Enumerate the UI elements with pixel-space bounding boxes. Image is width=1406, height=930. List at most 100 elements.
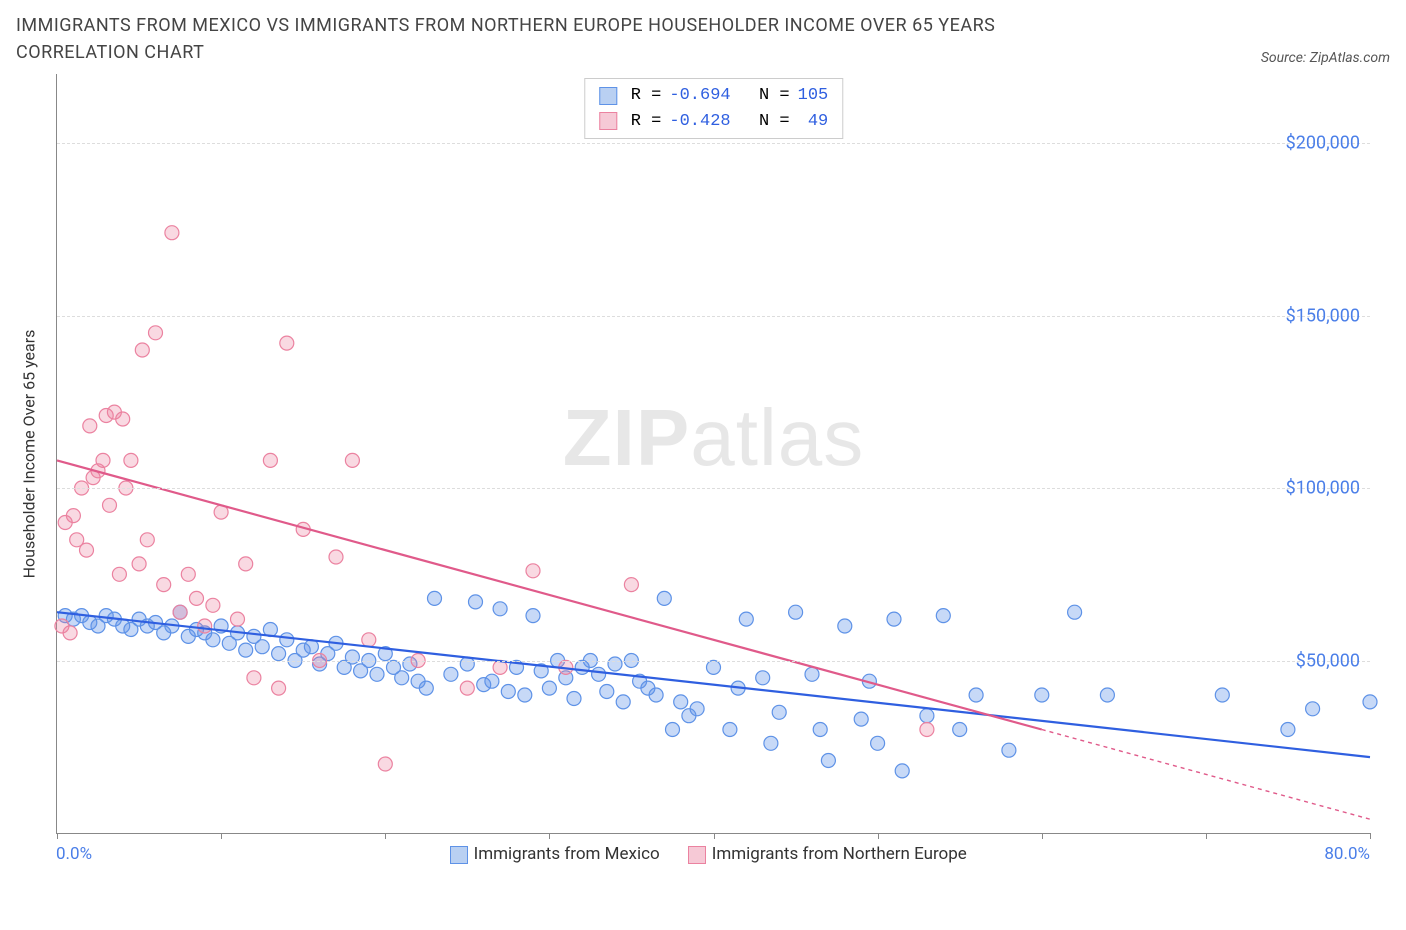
scatter-point [419,681,433,695]
scatter-point [96,453,110,467]
scatter-point [1306,702,1320,716]
y-axis-label: Householder Income Over 65 years [20,329,39,578]
scatter-point [813,723,827,737]
scatter-point [370,667,384,681]
scatter-point [103,498,117,512]
scatter-point [206,598,220,612]
scatter-point [135,343,149,357]
scatter-point [854,712,868,726]
scatter-point [132,557,146,571]
scatter-point [871,736,885,750]
stats-row: R = -0.694 N = 105 [599,83,828,109]
scatter-point [895,764,909,778]
scatter-point [501,685,515,699]
x-tick [714,833,715,839]
scatter-point [395,671,409,685]
scatter-point [887,612,901,626]
scatter-point [444,667,458,681]
scatter-point [280,336,294,350]
stats-row: R = -0.428 N = 49 [599,109,828,135]
stat-n-value: 105 [798,83,829,109]
scatter-point [649,688,663,702]
scatter-point [920,723,934,737]
scatter-point [272,681,286,695]
scatter-point [616,695,630,709]
scatter-point [173,605,187,619]
chart-area: Householder Income Over 65 years ZIPatla… [56,74,1370,834]
scatter-point [181,567,195,581]
scatter-point [1002,743,1016,757]
scatter-point [66,509,80,523]
scatter-point [764,736,778,750]
x-tick [1370,833,1371,839]
gridline [57,316,1370,317]
scatter-point [345,650,359,664]
x-tick [221,833,222,839]
scatter-point [838,619,852,633]
scatter-point [1068,605,1082,619]
legend-item: Immigrants from Northern Europe [688,844,967,864]
scatter-point [526,609,540,623]
scatter-point [80,543,94,557]
scatter-point [739,612,753,626]
scatter-point [428,591,442,605]
scatter-point [231,612,245,626]
scatter-point [1281,723,1295,737]
chart-title: IMMIGRANTS FROM MEXICO VS IMMIGRANTS FRO… [16,12,1116,66]
scatter-point [1215,688,1229,702]
scatter-point [936,609,950,623]
scatter-point [723,723,737,737]
scatter-point [969,688,983,702]
legend-label: Immigrants from Mexico [474,844,660,864]
scatter-point [124,453,138,467]
scatter-point [526,564,540,578]
y-tick-label: $50,000 [1296,650,1360,671]
bottom-legend: Immigrants from Mexico Immigrants from No… [450,844,967,864]
scatter-point [378,757,392,771]
scatter-point [149,326,163,340]
scatter-point [329,550,343,564]
scatter-point [1363,695,1377,709]
stat-r-value: -0.428 [669,109,730,135]
scatter-point [1100,688,1114,702]
scatter-point [239,643,253,657]
scatter-point [592,667,606,681]
plot-svg [57,74,1370,833]
scatter-point [206,633,220,647]
scatter-point [690,702,704,716]
x-axis-min: 0.0% [56,844,92,864]
stat-r-label: R = [631,83,662,109]
scatter-point [493,602,507,616]
scatter-point [83,419,97,433]
scatter-point [112,567,126,581]
scatter-point [280,633,294,647]
x-tick [385,833,386,839]
scatter-point [255,640,269,654]
scatter-point [518,688,532,702]
trend-line-dashed [1042,730,1370,820]
scatter-point [821,754,835,768]
scatter-point [63,626,77,640]
scatter-point [789,605,803,619]
chart-header: IMMIGRANTS FROM MEXICO VS IMMIGRANTS FRO… [16,12,1390,66]
gridline [57,488,1370,489]
y-tick-label: $200,000 [1286,133,1360,154]
x-tick [57,833,58,839]
scatter-point [239,557,253,571]
scatter-point [674,695,688,709]
scatter-point [920,709,934,723]
legend-swatch [599,87,617,105]
legend-swatch [688,846,706,864]
x-axis-max: 80.0% [1324,844,1370,864]
scatter-point [624,578,638,592]
scatter-point [157,578,171,592]
scatter-point [805,667,819,681]
x-tick [878,833,879,839]
scatter-point [600,685,614,699]
scatter-point [362,633,376,647]
scatter-point [460,681,474,695]
scatter-point [116,412,130,426]
scatter-point [263,453,277,467]
gridline [57,661,1370,662]
scatter-point [198,619,212,633]
